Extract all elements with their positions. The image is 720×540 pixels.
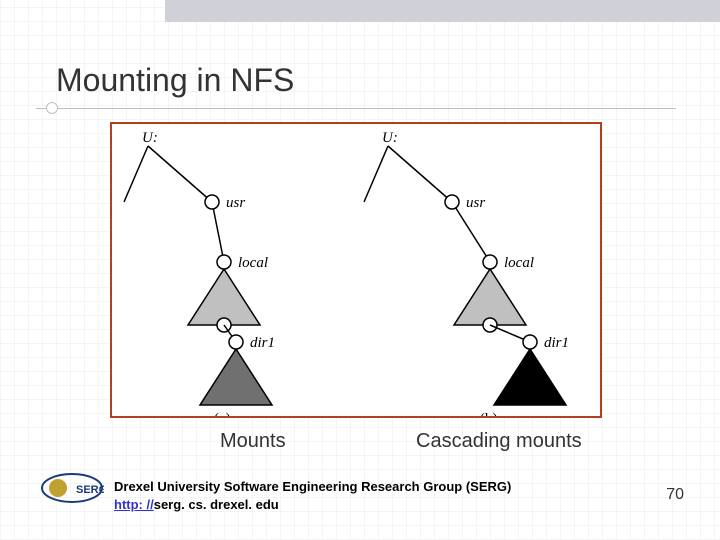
header-accent-bar (165, 0, 720, 22)
footer-org: Drexel University Software Engineering R… (114, 479, 511, 496)
diagram-container: U: usr local dir1 (a) U: usr local dir1 (b) (110, 122, 602, 418)
footer-url[interactable]: http: //serg. cs. drexel. edu (114, 497, 279, 512)
title-bullet-circle (46, 102, 58, 114)
svg-text:usr: usr (466, 195, 485, 211)
svg-text:(b): (b) (480, 411, 498, 416)
page-title: Mounting in NFS (56, 62, 294, 99)
svg-text:usr: usr (226, 195, 245, 211)
svg-text:dir1: dir1 (250, 335, 275, 351)
svg-text:U:: U: (382, 130, 398, 146)
svg-text:U:: U: (142, 130, 158, 146)
caption-mounts: Mounts (220, 430, 286, 453)
tree-diagram: U: usr local dir1 (a) U: usr local dir1 (b) (112, 124, 600, 416)
serg-logo: SERG (40, 472, 104, 504)
svg-text:(a): (a) (214, 411, 231, 416)
svg-text:local: local (504, 255, 534, 271)
page-number: 70 (666, 486, 684, 504)
svg-text:local: local (238, 255, 268, 271)
footer-url-prefix: http: // (114, 497, 154, 512)
footer-url-rest: serg. cs. drexel. edu (154, 497, 279, 512)
svg-text:dir1: dir1 (544, 335, 569, 351)
title-underline (36, 108, 676, 109)
caption-cascading: Cascading mounts (416, 430, 582, 453)
svg-text:SERG: SERG (76, 484, 104, 496)
